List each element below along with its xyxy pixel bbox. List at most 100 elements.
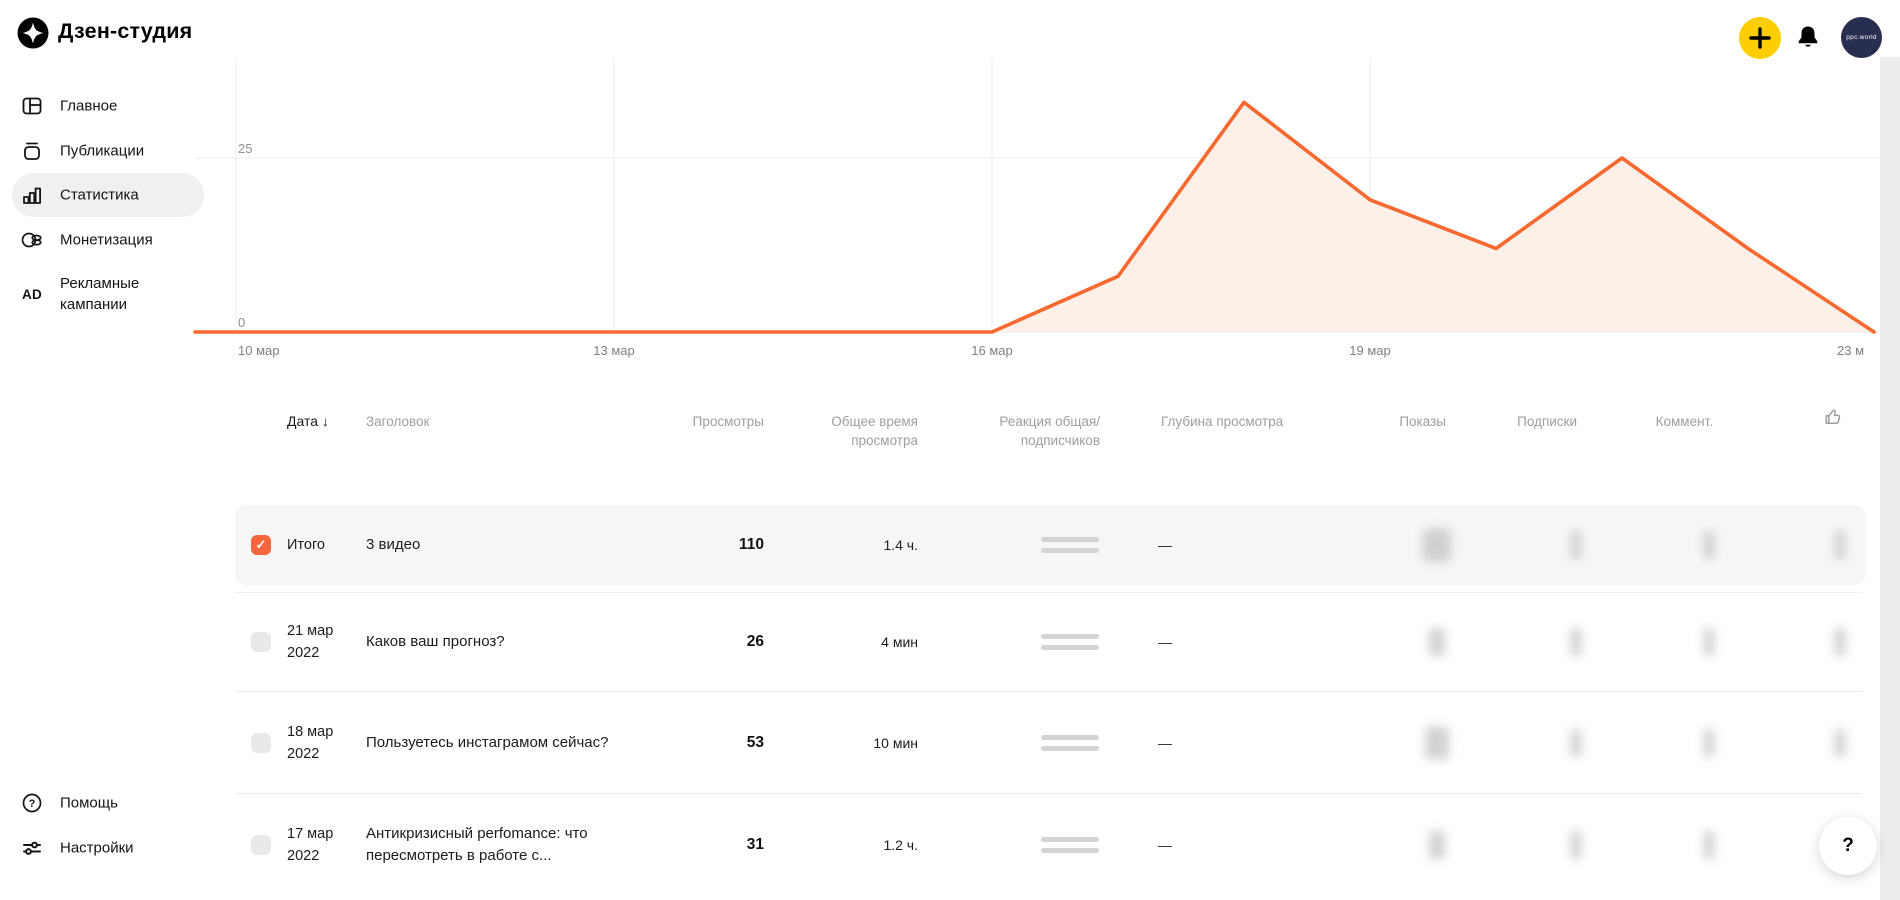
- row-date: 18 мар 2022: [287, 723, 334, 762]
- row-depth-value: —: [1158, 734, 1172, 751]
- publications-icon: [18, 137, 46, 165]
- hidden-reaction-bars: [1041, 837, 1099, 853]
- vertical-scrollbar[interactable]: [1880, 57, 1900, 900]
- row-title: 3 видео: [366, 536, 421, 553]
- table-row[interactable]: 21 мар 2022 Каков ваш прогноз? 26 4 мин …: [0, 593, 1900, 690]
- notifications-button[interactable]: [1793, 23, 1823, 53]
- row-depth-value: —: [1158, 633, 1172, 650]
- row-watch-time-value: 1.2 ч.: [883, 837, 918, 853]
- hidden-comments-value: [1703, 728, 1715, 757]
- column-header-likes[interactable]: [1823, 407, 1843, 427]
- row-title[interactable]: Каков ваш прогноз?: [366, 632, 505, 650]
- hidden-likes-value: [1834, 531, 1846, 559]
- svg-text:?: ?: [29, 798, 36, 810]
- sidebar-item-settings[interactable]: Настройки: [0, 826, 200, 870]
- plus-icon: [1749, 27, 1771, 49]
- sidebar-item-label: Монетизация: [60, 231, 153, 249]
- help-icon: ?: [18, 789, 46, 817]
- sort-desc-icon: ↓: [321, 413, 329, 429]
- column-header-title[interactable]: Заголовок: [366, 414, 430, 429]
- row-divider: [235, 592, 1862, 593]
- bell-icon: [1798, 26, 1818, 47]
- column-header-subscriptions[interactable]: Подписки: [1517, 414, 1577, 429]
- hidden-likes-value: [1834, 728, 1846, 757]
- sidebar-item-monetization[interactable]: Монетизация: [0, 218, 200, 262]
- hidden-reaction-bars: [1041, 633, 1099, 650]
- sidebar-item-label: Помощь: [60, 794, 118, 812]
- area-chart-canvas: [193, 57, 1880, 334]
- avatar-label: ppc.world: [1846, 34, 1877, 41]
- row-depth-value: —: [1158, 837, 1172, 853]
- hidden-likes-value: [1834, 627, 1846, 656]
- row-title[interactable]: Антикризисный perfomance: что пересмотре…: [366, 825, 588, 864]
- sidebar-item-ad-campaigns[interactable]: AD Рекламные кампании: [0, 272, 200, 316]
- sidebar-item-publications[interactable]: Публикации: [0, 129, 200, 173]
- x-axis-tick: 13 мар: [593, 343, 635, 358]
- x-axis-tick: 19 мар: [1349, 343, 1391, 358]
- row-divider: [235, 793, 1862, 794]
- row-views-value: 53: [746, 733, 764, 751]
- x-axis-tick: 16 мар: [971, 343, 1013, 358]
- hidden-comments-value: [1703, 831, 1715, 859]
- help-button[interactable]: ?: [1819, 817, 1877, 875]
- sidebar-item-statistics[interactable]: Статистика: [0, 173, 200, 217]
- views-chart[interactable]: 25 0 10 мар 13 мар 16 мар 19 мар 23 м: [0, 0, 1880, 358]
- sidebar-item-label: Настройки: [60, 839, 134, 857]
- row-date: 17 мар 2022: [287, 826, 334, 864]
- row-checkbox[interactable]: [251, 835, 271, 855]
- app-title: Дзен-студия: [58, 19, 193, 43]
- row-title[interactable]: Пользуетесь инстаграмом сейчас?: [366, 733, 609, 751]
- hidden-subscriptions-value: [1570, 831, 1582, 859]
- column-header-shows[interactable]: Показы: [1399, 414, 1446, 429]
- sidebar-item-label: Главное: [60, 97, 118, 115]
- table-row-totals[interactable]: ✓ Итого 3 видео 110 1.4 ч. —: [0, 505, 1900, 585]
- sidebar-item-label: Публикации: [60, 142, 145, 160]
- hidden-comments-value: [1703, 627, 1715, 656]
- ad-icon: AD: [21, 286, 43, 302]
- sidebar-item-help[interactable]: ? Помощь: [0, 781, 200, 825]
- sidebar-item-main[interactable]: Главное: [0, 84, 200, 128]
- home-grid-icon: [18, 92, 46, 120]
- hidden-shows-value: [1423, 528, 1451, 562]
- table-row[interactable]: 17 мар 2022 Антикризисный perfomance: чт…: [0, 795, 1900, 895]
- row-checkbox[interactable]: [251, 631, 271, 652]
- table-row[interactable]: 18 мар 2022 Пользуетесь инстаграмом сейч…: [0, 693, 1900, 792]
- row-checkbox-checked[interactable]: ✓: [251, 535, 271, 555]
- column-header-reaction[interactable]: Реакция общая/ подписчиков: [999, 414, 1100, 448]
- row-views-value: 110: [738, 536, 764, 553]
- column-header-comments[interactable]: Коммент.: [1655, 414, 1713, 429]
- row-date: 21 мар 2022: [287, 622, 334, 661]
- hidden-shows-value: [1429, 831, 1445, 859]
- row-watch-time-value: 10 мин: [873, 734, 918, 751]
- hidden-comments-value: [1703, 531, 1715, 559]
- row-views-value: 31: [746, 836, 764, 853]
- sidebar-item-label: Статистика: [60, 186, 139, 204]
- hidden-subscriptions-value: [1570, 627, 1582, 656]
- column-header-watch-time[interactable]: Общее время просмотра: [831, 414, 918, 448]
- x-axis-tick: 10 мар: [238, 343, 280, 358]
- column-header-date[interactable]: Дата ↓: [287, 413, 329, 429]
- column-header-depth[interactable]: Глубина просмотра: [1161, 414, 1284, 429]
- account-avatar[interactable]: ppc.world: [1841, 17, 1882, 58]
- row-label: Итого: [287, 537, 325, 553]
- statistics-icon: [18, 181, 46, 209]
- hidden-subscriptions-value: [1570, 728, 1582, 757]
- monetization-icon: [18, 226, 46, 254]
- row-watch-time-value: 1.4 ч.: [883, 537, 918, 553]
- settings-icon: [18, 834, 46, 862]
- row-checkbox[interactable]: [251, 732, 271, 753]
- hidden-reaction-bars: [1041, 537, 1099, 553]
- row-divider: [235, 691, 1862, 692]
- totals-row-background: [235, 505, 1866, 585]
- app-logo[interactable]: Дзен-студия: [16, 16, 246, 52]
- active-nav-highlight: [12, 173, 204, 217]
- sidebar-item-label: Рекламные кампании: [60, 275, 140, 313]
- x-axis-tick: 23 м: [1837, 343, 1865, 358]
- thumb-up-icon: [1825, 409, 1841, 424]
- column-header-views[interactable]: Просмотры: [692, 414, 764, 429]
- y-axis-tick-0: 0: [238, 315, 246, 330]
- create-button[interactable]: [1739, 17, 1781, 59]
- zen-logo-icon: [17, 17, 49, 49]
- hidden-shows-value: [1425, 726, 1449, 759]
